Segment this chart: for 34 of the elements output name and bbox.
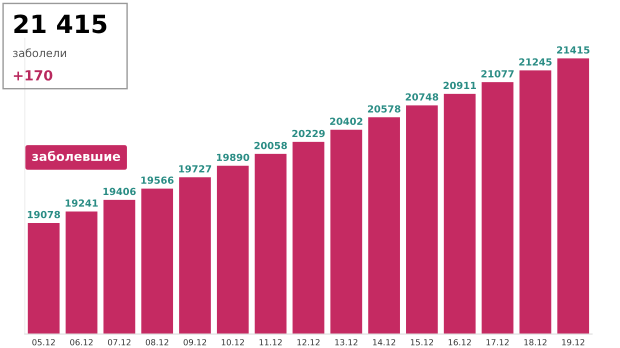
annotation: +170 bbox=[14, 70, 52, 81]
x-tick-label: 08.12 bbox=[146, 339, 168, 346]
x-tick-label: 17.12 bbox=[486, 339, 509, 346]
data-label: 20058 bbox=[254, 142, 287, 150]
x-tick-label: 15.12 bbox=[410, 339, 434, 346]
text: заболевшие bbox=[32, 150, 120, 162]
data-label: 19727 bbox=[179, 165, 212, 173]
x-tick-label: 14.12 bbox=[373, 339, 396, 346]
data-label: 19078 bbox=[28, 210, 60, 218]
x-tick-label: 09.12 bbox=[184, 339, 206, 346]
x-tick-label: 11.12 bbox=[260, 339, 282, 346]
x-tick-label: 05.12 bbox=[32, 339, 55, 346]
x-tick-label: 19.12 bbox=[562, 339, 584, 346]
annotation: заболели bbox=[13, 48, 66, 58]
data-label: 20578 bbox=[368, 105, 400, 113]
x-tick-label: 10.12 bbox=[222, 339, 244, 346]
data-label: 19566 bbox=[141, 176, 174, 184]
data-label: 20748 bbox=[406, 93, 438, 101]
x-tick-label: 16.12 bbox=[448, 339, 471, 346]
x-tick-label: 07.12 bbox=[108, 339, 130, 346]
text: 21 415 bbox=[14, 14, 106, 34]
x-tick-label: 18.12 bbox=[524, 339, 546, 346]
data-label: 19890 bbox=[216, 154, 250, 162]
x-tick-label: 13.12 bbox=[335, 339, 358, 346]
x-tick-label: 06.12 bbox=[70, 339, 93, 346]
x-tick-label: 12.12 bbox=[297, 339, 320, 346]
data-label: 20402 bbox=[330, 118, 362, 125]
data-label: 21245 bbox=[519, 58, 552, 66]
data-label: 19406 bbox=[104, 188, 136, 196]
data-label: 21077 bbox=[481, 70, 514, 78]
data-label: 19241 bbox=[66, 199, 98, 207]
data-label: 21415 bbox=[557, 46, 590, 54]
data-label: 20229 bbox=[292, 130, 325, 138]
data-label: 20911 bbox=[444, 82, 476, 90]
